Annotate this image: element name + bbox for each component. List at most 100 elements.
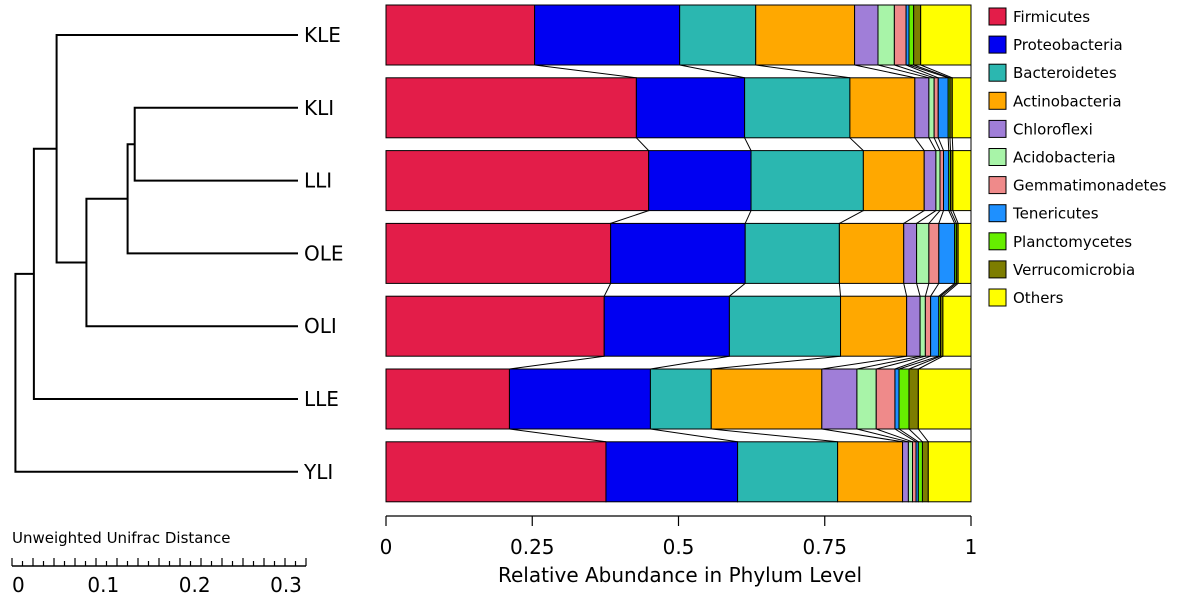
bar-segment-ole-actinobacteria: [838, 222, 905, 284]
legend-swatch: [988, 91, 1007, 110]
bar-segment-kli-tenericutes: [937, 77, 949, 139]
legend-label: Others: [1013, 289, 1064, 307]
bar-segment-kle-proteobacteria: [534, 4, 681, 66]
bar-segment-oli-firmicutes: [385, 295, 605, 357]
bar-segment-lle-acidobacteria: [856, 368, 877, 430]
bar-segment-kli-chloroflexi: [914, 77, 930, 139]
connector-line: [898, 355, 939, 370]
connector-line: [924, 283, 930, 297]
connector-line: [928, 210, 941, 224]
legend-swatch: [988, 232, 1007, 251]
bar-segment-yli-verrucomicrobia: [921, 441, 929, 503]
sample-label: OLE: [304, 241, 344, 265]
legend: Firmicutes Proteobacteria Bacteroidetes Act…: [988, 7, 1167, 307]
connector-line: [916, 283, 921, 297]
bar-segment-ole-others: [957, 222, 972, 284]
connector-line: [952, 210, 959, 224]
x-tick-label: 0: [380, 535, 393, 559]
sample-label: LLE: [304, 387, 339, 411]
connector-line: [908, 64, 949, 79]
x-axis: Relative Abundance in Phylum Level 0 0.25…: [380, 515, 977, 587]
connector-line: [903, 210, 925, 224]
connector-line: [908, 355, 941, 370]
connector-line: [942, 283, 959, 297]
connector-line: [950, 210, 957, 224]
bar-segment-ole-chloroflexi: [903, 222, 918, 284]
bar-segment-yli-gemmatimonadetes: [912, 441, 917, 503]
dendrogram-branch: [55, 34, 298, 264]
distance-scale-bar: Unweighted Unifrac Distance 0 0.1 0.2 0.3: [11, 529, 307, 597]
sample-label: KLI: [304, 96, 334, 120]
legend-swatch: [988, 63, 1007, 82]
connector-line: [937, 137, 944, 151]
dendrogram: [14, 34, 298, 473]
bar-segment-kle-planctomycetes: [908, 4, 915, 66]
bar-segment-oli-proteobacteria: [603, 295, 730, 357]
bar-segment-yli-bacteroidetes: [737, 441, 839, 503]
bar-segment-ole-gemmatimonadetes: [928, 222, 940, 284]
connector-line: [856, 355, 921, 370]
connector-lines: [509, 64, 972, 443]
sample-label: YLI: [303, 460, 333, 484]
connector-line: [636, 137, 650, 151]
bar-segment-lli-bacteroidetes: [750, 150, 864, 212]
connector-line: [821, 428, 903, 443]
bar-segment-yli-proteobacteria: [605, 441, 739, 503]
connector-line: [854, 64, 915, 79]
legend-swatch: [988, 260, 1007, 279]
bar-segment-lli-actinobacteria: [862, 150, 925, 212]
x-tick-label: 0.5: [663, 535, 695, 559]
legend-label: Actinobacteria: [1013, 92, 1122, 110]
x-tick-label: 0.75: [802, 535, 847, 559]
bar-segment-kle-chloroflexi: [854, 4, 879, 66]
connector-line: [711, 355, 841, 370]
connector-line: [650, 355, 730, 370]
bar-segment-ole-firmicutes: [385, 222, 612, 284]
connector-line: [744, 137, 752, 151]
x-axis-title: Relative Abundance in Phylum Level: [498, 563, 862, 587]
bar-segment-yli-firmicutes: [385, 441, 607, 503]
bar-segment-kle-verrucomicrobia: [913, 4, 922, 66]
bar-segment-lle-bacteroidetes: [649, 368, 712, 430]
x-tick-label: 0.25: [510, 535, 555, 559]
stacked-bars: [385, 4, 972, 503]
connector-line: [856, 428, 909, 443]
connector-line: [898, 428, 919, 443]
connector-line: [918, 355, 944, 370]
dendrogram-branch: [32, 147, 298, 400]
bar-segment-oli-bacteroidetes: [728, 295, 842, 357]
connector-line: [905, 64, 939, 79]
bar-segment-yli-others: [927, 441, 972, 503]
bar-segment-oli-others: [942, 295, 972, 357]
bar-segment-lle-gemmatimonadetes: [875, 368, 896, 430]
connector-line: [903, 283, 908, 297]
bar-segment-kli-actinobacteria: [849, 77, 916, 139]
sample-label: LLI: [304, 169, 332, 193]
bar-segment-yli-acidobacteria: [907, 441, 914, 503]
bar-segment-lle-tenericutes: [894, 368, 900, 430]
bar-segment-oli-actinobacteria: [840, 295, 908, 357]
connector-line: [916, 210, 937, 224]
connector-line: [744, 210, 752, 224]
connector-line: [610, 210, 649, 224]
connector-line: [509, 355, 605, 370]
legend-swatch: [988, 119, 1007, 138]
bar-segment-kle-others: [920, 4, 972, 66]
bar-segment-lle-proteobacteria: [508, 368, 651, 430]
connector-line: [849, 137, 864, 151]
bar-segment-lle-firmicutes: [385, 368, 510, 430]
legend-swatch: [988, 35, 1007, 54]
connector-line: [914, 137, 925, 151]
bar-segment-lli-proteobacteria: [648, 150, 752, 212]
legend-label: Bacteroidetes: [1013, 64, 1117, 82]
bar-segment-lli-tenericutes: [943, 150, 950, 212]
connector-line: [711, 428, 838, 443]
connector-line: [938, 283, 955, 297]
bar-segment-oli-gemmatimonadetes: [924, 295, 932, 357]
bar-segment-kli-others: [951, 77, 972, 139]
bar-segment-yli-planctomycetes: [917, 441, 923, 503]
connector-line: [947, 137, 950, 151]
bar-segment-lli-chloroflexi: [923, 150, 937, 212]
bar-segment-ole-bacteroidetes: [744, 222, 840, 284]
